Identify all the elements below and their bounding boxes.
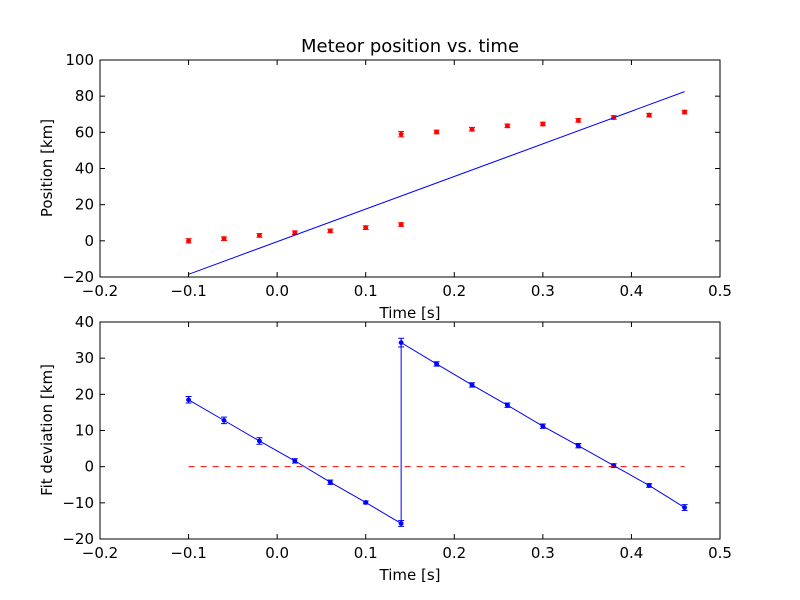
deviation-data-point — [363, 500, 369, 505]
position-data-point — [398, 131, 404, 137]
deviation-ytick-label: 20 — [75, 385, 94, 403]
position-chart-xlabel: Time [s] — [379, 304, 441, 322]
deviation-xtick-label: 0.2 — [442, 544, 466, 562]
position-chart-ticks: −0.2 −0.1 0.0 0.1 0.2 0.3 0.4 0.5 −20 0 20 40 60 80 10… — [62, 51, 732, 300]
position-xtick-label: 0.4 — [619, 282, 643, 300]
position-xtick-label: 0.3 — [531, 282, 555, 300]
position-chart: Meteor position vs. time Time [s] Positi… — [38, 36, 732, 322]
deviation-xtick-label: 0.1 — [354, 544, 378, 562]
deviation-data-point — [398, 340, 404, 346]
deviation-ytick-label: 10 — [75, 422, 94, 440]
deviation-ytick-label: −10 — [62, 494, 94, 512]
deviation-series-line — [188, 341, 685, 525]
deviation-data-point — [682, 505, 688, 510]
position-data-point — [504, 123, 510, 129]
position-chart-frame — [99, 59, 721, 278]
position-data-point — [434, 129, 440, 135]
deviation-xtick-label: −0.1 — [170, 544, 206, 562]
position-data-point — [682, 109, 688, 115]
deviation-ytick-label: 0 — [84, 458, 94, 476]
deviation-xtick-label: −0.2 — [82, 544, 118, 562]
position-data-point — [540, 121, 546, 127]
deviation-xtick-label: 0.5 — [708, 544, 732, 562]
position-ytick-label: 60 — [75, 123, 94, 141]
position-ytick-label: 100 — [65, 51, 94, 69]
deviation-chart: Time [s] Fit deviation [km] −0.2 −0.1 0.0 0… — [38, 313, 732, 584]
position-data-point — [186, 238, 192, 244]
position-data-point — [398, 222, 404, 228]
position-data-point — [646, 112, 652, 118]
deviation-chart-ticks: −0.2 −0.1 0.0 0.1 0.2 0.3 0.4 0.5 −20 −10 0 10 20 30 4… — [62, 313, 732, 562]
deviation-chart-frame — [99, 321, 721, 540]
position-ytick-label: 40 — [75, 160, 94, 178]
position-ytick-label: 0 — [84, 232, 94, 250]
deviation-chart-marks — [185, 337, 688, 527]
position-data-point — [327, 228, 333, 234]
deviation-data-point — [292, 458, 298, 464]
position-data-point — [221, 236, 227, 242]
position-ytick-label: −20 — [62, 268, 94, 286]
deviation-ytick-label: −20 — [62, 530, 94, 548]
position-ytick-label: 20 — [75, 196, 94, 214]
deviation-xtick-label: 0.4 — [619, 544, 643, 562]
position-chart-marks — [185, 91, 688, 275]
deviation-data-point — [575, 443, 581, 449]
position-chart-title: Meteor position vs. time — [301, 36, 519, 57]
position-data-point — [575, 117, 581, 123]
position-series-line — [188, 91, 685, 275]
position-data-point — [363, 225, 369, 231]
position-chart-ylabel: Position [km] — [38, 119, 56, 217]
deviation-data-point — [398, 520, 404, 526]
position-xtick-label: −0.2 — [82, 282, 118, 300]
position-xtick-label: 0.1 — [354, 282, 378, 300]
deviation-data-point — [646, 483, 652, 488]
deviation-xtick-label: 0.3 — [531, 544, 555, 562]
deviation-data-point — [256, 438, 262, 444]
position-xtick-label: 0.0 — [265, 282, 289, 300]
deviation-chart-ylabel: Fit deviation [km] — [38, 364, 56, 496]
position-xtick-label: −0.1 — [170, 282, 206, 300]
deviation-xtick-label: 0.0 — [265, 544, 289, 562]
position-ytick-label: 80 — [75, 87, 94, 105]
position-data-point — [256, 232, 262, 238]
deviation-data-point — [221, 417, 227, 423]
deviation-data-point — [469, 382, 475, 388]
position-xtick-label: 0.5 — [708, 282, 732, 300]
deviation-ytick-label: 40 — [75, 313, 94, 331]
deviation-ytick-label: 30 — [75, 349, 94, 367]
position-xtick-label: 0.2 — [442, 282, 466, 300]
deviation-data-point — [327, 479, 333, 485]
deviation-data-point — [186, 397, 192, 403]
deviation-chart-xlabel: Time [s] — [379, 566, 441, 584]
deviation-data-point — [434, 361, 440, 367]
deviation-data-point — [504, 402, 510, 408]
position-data-point — [469, 126, 475, 132]
deviation-data-point — [540, 423, 546, 429]
